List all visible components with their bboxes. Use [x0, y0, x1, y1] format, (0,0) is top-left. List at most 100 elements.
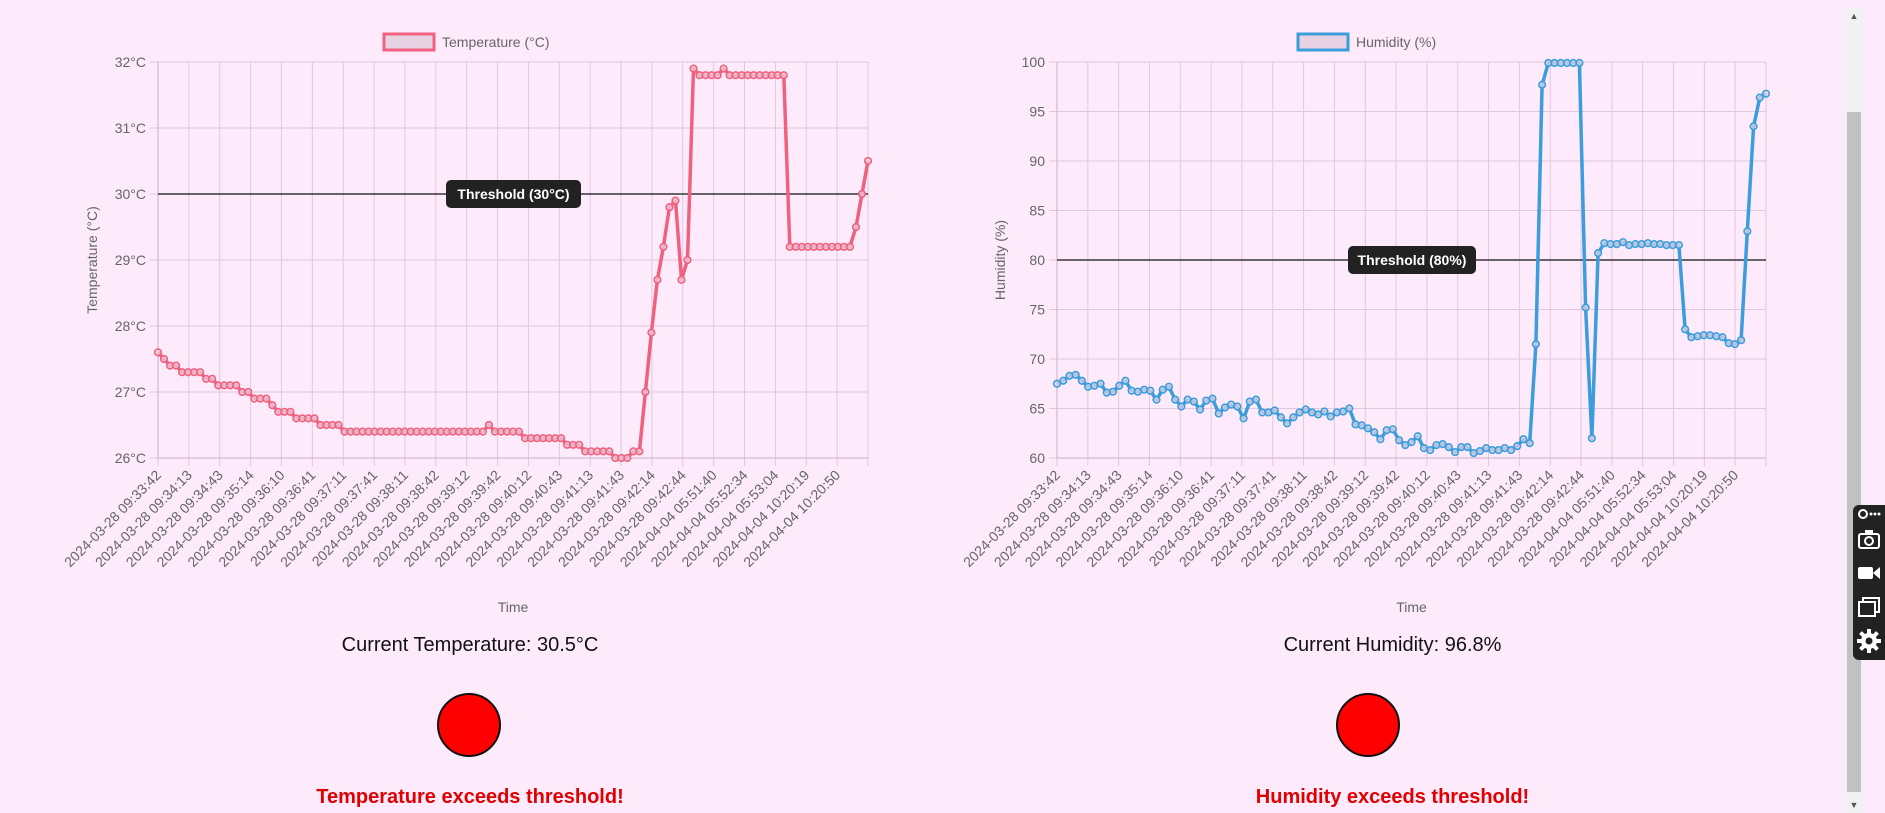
hum-y-tick-label: 60 [1029, 450, 1045, 466]
hum-threshold-label-bg [1348, 246, 1476, 274]
scroll-down-arrow-icon[interactable]: ▼ [1849, 800, 1859, 810]
humidity-panel: 60 65 70 75 80 85 90 95 100 2024-03-28 09:33:42 20… [940, 0, 1845, 813]
temp-grid [150, 61, 869, 466]
humidity-alert: Humidity exceeds threshold! [1255, 786, 1530, 808]
temp-data-point [310, 414, 319, 423]
hum-data-point [1426, 445, 1435, 455]
hum-data-point [1326, 412, 1335, 421]
temp-data-point [689, 64, 698, 73]
hum-data-point [1363, 424, 1373, 433]
temp-y-tick-label: 29°C [115, 252, 146, 268]
hum-data-point [1164, 382, 1174, 391]
hum-data-point [1283, 419, 1292, 428]
hum-y-tick-label: 100 [1022, 54, 1046, 70]
hum-data-point [1096, 379, 1105, 388]
hum-data-point [1618, 238, 1628, 247]
hum-threshold-label-text: Threshold (80%) [1358, 252, 1467, 268]
temp-legend-label: Temperature (°C) [442, 34, 550, 50]
hum-data-point [1177, 402, 1186, 411]
hum-data-point [1581, 303, 1590, 312]
temp-data-point [851, 222, 861, 232]
hum-y-tick-label: 65 [1029, 401, 1045, 417]
hum-data-point [1220, 403, 1230, 412]
window-icon[interactable] [1857, 595, 1881, 619]
temp-legend-swatch [382, 32, 436, 52]
hum-data-point [1357, 421, 1366, 430]
temp-y-tick-label: 30°C [115, 186, 146, 202]
hum-data-point [1450, 447, 1460, 457]
scroll-up-arrow-icon[interactable]: ▲ [1849, 11, 1859, 21]
hum-data-point [1289, 413, 1298, 422]
hum-data-point [1525, 439, 1534, 448]
hum-data-point [1376, 435, 1385, 444]
temp-data-point [683, 255, 692, 265]
hum-data-point [1519, 435, 1528, 444]
hum-data-point [1730, 340, 1740, 349]
hum-data-point [1749, 122, 1758, 131]
hum-data-point [1171, 395, 1180, 404]
temp-data-point [713, 71, 722, 80]
temp-data-point [575, 440, 584, 449]
hum-data-point [1338, 407, 1348, 416]
hum-data-point [1370, 428, 1379, 437]
temp-y-tick-label: 32°C [115, 54, 146, 70]
scrollbar-thumb[interactable] [1847, 112, 1861, 792]
hum-data-point [1438, 440, 1447, 449]
temp-data-point [659, 242, 668, 251]
hum-x-axis-title: Time [1396, 599, 1427, 615]
hum-data-point [1239, 414, 1248, 423]
current-temperature-readout: Current Temperature: 30.5°C [341, 634, 599, 656]
hum-data-point [1276, 413, 1285, 422]
hum-data-point [1146, 386, 1155, 395]
temp-threshold-label-text: Threshold (30°C) [457, 186, 569, 202]
video-icon[interactable] [1857, 561, 1881, 585]
hum-data-point [1214, 409, 1223, 418]
temp-data-point [635, 447, 644, 456]
hum-data-point [1388, 425, 1397, 434]
hum-data-point [1737, 336, 1746, 345]
temp-data-point [208, 374, 217, 383]
temp-data-point [244, 387, 253, 397]
hum-data-point [1401, 441, 1410, 450]
temp-data-point [857, 189, 867, 199]
hum-y-tick-label: 85 [1029, 203, 1045, 219]
hum-data-point [1407, 438, 1416, 447]
hum-data-point [1295, 408, 1304, 417]
hum-data-point [1314, 410, 1323, 419]
temp-data-point [623, 453, 632, 463]
temp-data-point [334, 420, 343, 430]
temp-data-point [232, 381, 241, 390]
temp-data-point [653, 275, 662, 284]
hum-data-point [1575, 58, 1584, 68]
hum-y-axis-title: Humidity (%) [992, 220, 1008, 300]
hum-data-point [1755, 93, 1764, 102]
hum-data-point [1052, 379, 1062, 388]
temp-y-tick-label: 31°C [115, 120, 146, 136]
hum-data-point [1059, 376, 1068, 385]
temp-x-axis-title: Time [498, 599, 529, 615]
hum-data-point [1233, 402, 1242, 411]
side-toolbar [1853, 505, 1885, 660]
temp-data-point [286, 407, 295, 416]
temp-data-point [605, 447, 614, 456]
temp-data-point [845, 242, 855, 251]
hum-y-tick-label: 80 [1029, 252, 1045, 268]
hum-data-point [1538, 80, 1547, 89]
temp-data-point [478, 427, 488, 436]
temp-data-point [557, 434, 566, 443]
hum-data-point [1077, 376, 1086, 385]
settings-gear-icon[interactable] [1857, 507, 1881, 521]
temp-y-tick-label: 28°C [115, 318, 146, 334]
temp-data-point [863, 156, 873, 166]
temp-y-axis-title: Temperature (°C) [84, 206, 100, 314]
temp-threshold-label-bg [446, 180, 581, 208]
hum-data-point [1108, 387, 1118, 396]
gear-icon[interactable] [1857, 629, 1881, 653]
page-scrollbar[interactable]: ▲ ▼ [1845, 8, 1863, 813]
hum-y-tick-label: 90 [1029, 153, 1045, 169]
hum-y-tick-label: 75 [1029, 302, 1045, 318]
hum-points [1052, 58, 1771, 458]
screenshot-icon[interactable] [1857, 527, 1881, 551]
hum-data-point [1506, 445, 1516, 455]
